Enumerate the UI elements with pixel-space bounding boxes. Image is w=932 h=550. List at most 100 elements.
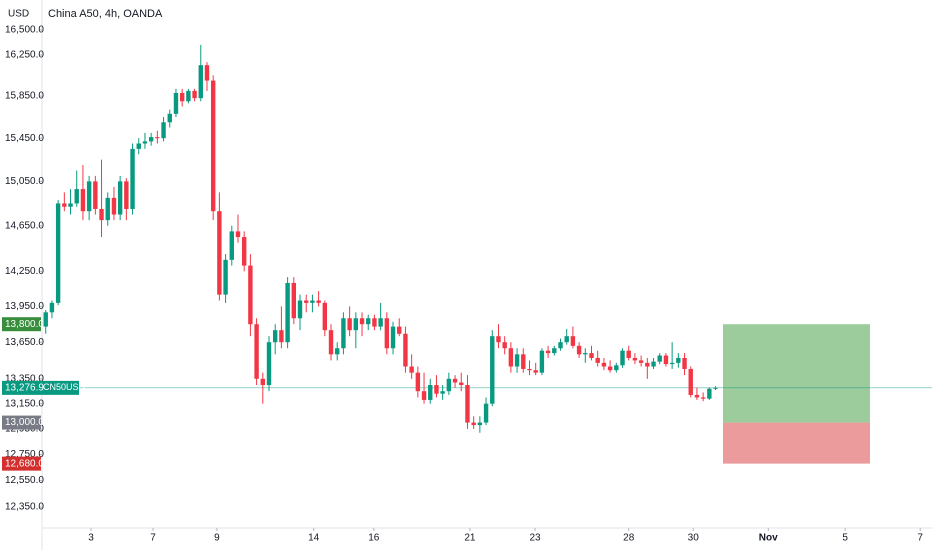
- candle-body: [248, 265, 253, 325]
- y-tick-label: 13,150.0: [5, 398, 44, 409]
- candle-body: [421, 391, 427, 400]
- candle-body: [130, 148, 135, 209]
- candle-body: [390, 326, 396, 349]
- candle-body: [638, 360, 644, 363]
- candle-body: [68, 203, 73, 207]
- candle-body: [614, 365, 619, 371]
- candle-body: [266, 342, 272, 385]
- candle-body: [663, 355, 669, 365]
- candle-body: [552, 348, 557, 354]
- candle-body: [117, 181, 123, 215]
- y-tick-label: 13,950.0: [5, 301, 44, 312]
- candle-body: [347, 318, 352, 331]
- candle-body: [595, 357, 600, 363]
- y-tick-label: 15,050.0: [5, 176, 44, 187]
- candle-body: [279, 330, 284, 343]
- candle-body: [459, 382, 464, 385]
- candle-body: [397, 326, 402, 334]
- candle-body: [694, 394, 700, 398]
- candle-body: [304, 300, 309, 303]
- candle-body: [446, 378, 452, 392]
- candle-body: [490, 336, 495, 404]
- candle-body: [198, 65, 203, 99]
- candle-body: [260, 378, 265, 385]
- candle-body: [49, 302, 55, 313]
- candle-body: [136, 143, 141, 149]
- profit-zone: [722, 324, 870, 423]
- candle-body: [384, 318, 390, 349]
- candle-body: [409, 366, 414, 373]
- x-tick-label: 14: [308, 533, 320, 544]
- candle-body: [483, 403, 489, 423]
- candle-body: [124, 181, 129, 209]
- candle-body: [545, 350, 551, 354]
- candle-body: [521, 354, 526, 369]
- candle-body: [366, 318, 371, 325]
- candle-body: [272, 330, 278, 343]
- y-tick-label: 12,550.0: [5, 475, 44, 486]
- candle-body: [359, 318, 365, 325]
- candle-body: [533, 370, 538, 373]
- candle-body: [62, 203, 67, 207]
- chart-title: China A50, 4h, OANDA: [48, 8, 163, 20]
- candle-body: [55, 203, 61, 303]
- x-tick-label: 7: [917, 533, 923, 544]
- x-tick-label: 16: [368, 533, 380, 544]
- candle-body: [539, 350, 545, 373]
- price-label-box: [2, 317, 41, 332]
- candle-body: [452, 378, 458, 383]
- candle-body: [657, 355, 662, 362]
- candle-body: [601, 362, 607, 367]
- candle-body: [229, 231, 234, 260]
- candle-body: [223, 259, 228, 295]
- candle-body: [415, 372, 421, 392]
- candle-body: [645, 362, 650, 367]
- y-tick-label: 14,250.0: [5, 266, 44, 277]
- candle-body: [155, 137, 160, 139]
- candle-body: [651, 361, 656, 367]
- candle-body: [43, 312, 48, 327]
- price-label: 13,800.0: [5, 319, 44, 330]
- candle-body: [440, 391, 445, 394]
- candle-body: [508, 348, 514, 367]
- candle-body: [403, 333, 408, 367]
- candle-body: [335, 348, 340, 355]
- candle-body: [105, 197, 110, 221]
- candle-body: [682, 357, 687, 369]
- candle-body: [167, 113, 172, 123]
- y-tick-label: 16,500.0: [5, 25, 44, 36]
- y-tick-label: 13,350.0: [5, 373, 44, 384]
- candle-body: [291, 282, 297, 319]
- last-price-box: [2, 380, 79, 395]
- candle-body: [471, 422, 476, 426]
- candle-body: [111, 197, 117, 215]
- currency: USD: [8, 9, 29, 20]
- candle-body: [80, 189, 86, 212]
- candle-body: [669, 362, 675, 365]
- candle-body: [148, 137, 154, 142]
- candle-body: [589, 353, 594, 358]
- loss-zone: [722, 422, 870, 464]
- candle-body: [142, 141, 148, 144]
- x-tick-label: 28: [623, 533, 635, 544]
- x-tick-label: 30: [688, 533, 700, 544]
- candle-body: [428, 384, 433, 400]
- x-tick-label: 5: [842, 533, 848, 544]
- x-tick-label: 9: [214, 533, 220, 544]
- y-tick-label: 12,750.0: [5, 449, 44, 460]
- candle-body: [192, 90, 197, 99]
- candle-body: [607, 366, 613, 371]
- candle-body: [626, 350, 631, 358]
- candle-body: [502, 342, 507, 349]
- candle-body: [328, 330, 334, 355]
- candle-body: [558, 342, 563, 349]
- candle-body: [713, 387, 718, 389]
- candle-body: [688, 368, 693, 395]
- y-tick-label: 14,650.0: [5, 220, 44, 231]
- candle-body: [465, 384, 470, 423]
- candle-body: [74, 189, 79, 204]
- candle-body: [186, 90, 191, 102]
- candle-body: [434, 384, 439, 394]
- candle-body: [564, 336, 569, 343]
